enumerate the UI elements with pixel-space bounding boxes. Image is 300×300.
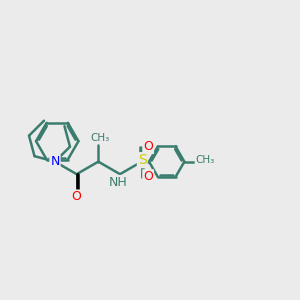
Text: CH₃: CH₃ [90,133,110,143]
Text: N: N [50,155,60,168]
Text: O: O [143,170,153,183]
Text: NH: NH [109,176,128,189]
Text: O: O [143,140,153,153]
Text: CH₃: CH₃ [196,155,215,165]
Text: S: S [138,153,147,167]
Text: O: O [72,190,82,203]
